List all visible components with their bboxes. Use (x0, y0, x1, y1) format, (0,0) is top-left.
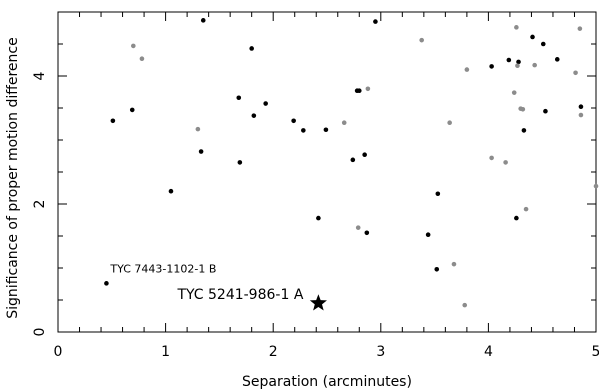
y-axis-label: Significance of proper motion difference (5, 37, 21, 318)
gray-data-point (419, 37, 424, 43)
black-data-point (237, 160, 243, 165)
black-data-point (291, 118, 296, 124)
black-data-point (316, 215, 321, 221)
gray-data-point (520, 106, 526, 112)
black-data-point (263, 101, 268, 106)
gray-data-point (532, 62, 537, 68)
black-data-point (425, 232, 431, 238)
gray-data-point (365, 86, 371, 92)
plot-border (57, 11, 597, 333)
gray-data-point (341, 120, 347, 126)
gray-data-point (464, 67, 470, 72)
black-data-point (249, 46, 254, 51)
gray-data-point (511, 90, 517, 95)
gray-data-point (451, 261, 457, 267)
black-data-point (521, 128, 527, 133)
black-data-point (530, 34, 535, 40)
black-data-point (251, 113, 257, 118)
x-tick-label: 4 (484, 344, 493, 360)
gray-data-point (139, 56, 145, 62)
plot-frame (57, 11, 597, 333)
black-data-point (578, 104, 584, 110)
gray-data-point (489, 155, 494, 161)
black-data-point (506, 57, 512, 63)
black-data-point (200, 18, 206, 23)
black-data-point (129, 107, 135, 113)
x-tick-label: 3 (376, 344, 385, 360)
y-tick-label: 0 (32, 328, 48, 337)
black-data-point (198, 149, 204, 154)
gray-data-point (593, 183, 599, 189)
gray-data-point (515, 63, 520, 69)
annotations: TYC 7443-1102-1 B TYC 5241-986-1 A (109, 262, 327, 311)
gray-data-point (355, 225, 361, 230)
black-data-point (554, 57, 560, 62)
data-points (104, 18, 599, 308)
gray-data-point (577, 26, 583, 31)
black-data-point (350, 157, 356, 163)
x-tick-label: 2 (269, 344, 278, 360)
gray-data-point (131, 43, 136, 49)
black-data-point (104, 281, 109, 286)
x-axis-label: Separation (arcminutes) (242, 374, 412, 390)
gray-data-point (573, 70, 578, 76)
black-data-point (356, 88, 362, 94)
gray-data-point (462, 302, 468, 308)
annotation-label-star: TYC 5241-986-1 A (176, 287, 303, 303)
gray-data-point (503, 160, 508, 165)
y-tick-label: 4 (32, 71, 48, 80)
x-tick-label: 5 (592, 344, 599, 360)
black-data-point (236, 95, 242, 101)
black-data-point (301, 128, 306, 133)
black-data-point (110, 118, 116, 124)
black-data-point (543, 108, 548, 114)
axis-ticks: 0 1 2 3 4 5 0 2 4 (32, 11, 599, 360)
black-data-point (373, 19, 378, 24)
black-data-point (364, 230, 370, 236)
annotation-label-point: TYC 7443-1102-1 B (109, 262, 216, 275)
black-data-point (168, 188, 174, 194)
gray-data-point (195, 126, 201, 132)
x-tick-label: 0 (54, 344, 63, 360)
black-data-point (435, 191, 441, 197)
black-data-point (323, 127, 329, 133)
gray-data-point (523, 206, 529, 212)
black-data-point (516, 59, 521, 65)
star-marker (309, 294, 327, 311)
gray-data-point (578, 112, 584, 118)
x-tick-label: 1 (161, 344, 170, 360)
black-data-point (540, 41, 546, 47)
black-data-point (362, 152, 367, 158)
black-data-point (514, 215, 519, 221)
gray-data-point (514, 25, 519, 30)
black-data-point (434, 266, 440, 272)
black-data-point (489, 64, 494, 69)
gray-data-point (447, 120, 452, 126)
y-tick-label: 2 (32, 200, 48, 209)
